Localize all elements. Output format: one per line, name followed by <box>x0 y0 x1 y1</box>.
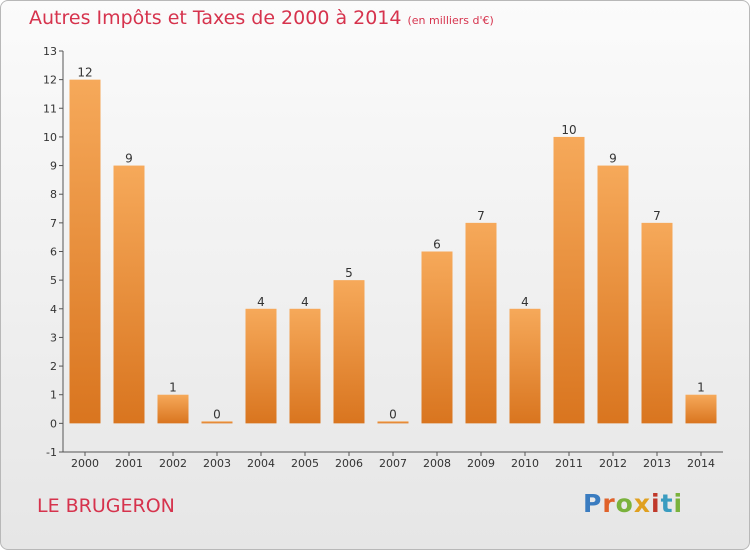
x-tick-label: 2010 <box>511 457 539 470</box>
bar <box>201 421 233 424</box>
y-tick-label: 12 <box>43 74 57 87</box>
bar-value-label: 1 <box>169 381 177 395</box>
logo-letter: x <box>633 489 651 518</box>
bar-value-label: 4 <box>301 295 309 309</box>
x-tick-label: 2004 <box>247 457 275 470</box>
x-tick-label: 2001 <box>115 457 143 470</box>
title-text: Autres Impôts et Taxes de 2000 à 2014 <box>29 7 402 29</box>
y-tick-label: 0 <box>50 417 57 430</box>
logo-letter: i <box>673 489 684 518</box>
x-tick-label: 2012 <box>599 457 627 470</box>
y-tick-label: 6 <box>50 246 57 259</box>
x-tick-label: 2006 <box>335 457 363 470</box>
bar <box>553 136 585 424</box>
logo-letter: i <box>651 489 661 518</box>
y-tick-label: 8 <box>50 188 57 201</box>
logo-letter: P <box>583 489 603 518</box>
bar <box>421 251 453 424</box>
bar <box>597 165 629 424</box>
y-tick-label: 9 <box>50 160 57 173</box>
logo-letter: o <box>615 489 634 518</box>
x-tick-label: 2014 <box>687 457 715 470</box>
bar-value-label: 1 <box>697 381 705 395</box>
bar <box>685 394 717 424</box>
bar <box>377 421 409 424</box>
bar-value-label: 6 <box>433 238 441 252</box>
y-tick-label: -1 <box>46 446 57 459</box>
bar <box>113 165 145 424</box>
title-unit: (en milliers d'€) <box>407 14 494 27</box>
y-tick-label: 13 <box>43 45 57 58</box>
chart-title: Autres Impôts et Taxes de 2000 à 2014 (en… <box>29 7 494 29</box>
x-tick-label: 2011 <box>555 457 583 470</box>
x-tick-label: 2003 <box>203 457 231 470</box>
bar <box>333 280 365 424</box>
y-tick-label: 1 <box>50 389 57 402</box>
bar-value-label: 12 <box>77 66 92 80</box>
bar-value-label: 7 <box>477 209 485 223</box>
y-tick-label: 10 <box>43 131 57 144</box>
bar-value-label: 0 <box>213 407 221 421</box>
y-tick-label: 7 <box>50 217 57 230</box>
commune-name: LE BRUGERON <box>37 495 175 517</box>
bar <box>69 79 101 424</box>
y-tick-label: 2 <box>50 360 57 373</box>
x-tick-label: 2000 <box>71 457 99 470</box>
bar <box>157 394 189 424</box>
bar-value-label: 7 <box>653 209 661 223</box>
bar-value-label: 0 <box>389 407 397 421</box>
bar <box>289 308 321 424</box>
bar-value-label: 10 <box>561 123 576 137</box>
x-tick-label: 2009 <box>467 457 495 470</box>
proxiti-logo: Proxiti <box>583 489 683 518</box>
bar-value-label: 9 <box>125 152 133 166</box>
logo-letter: t <box>660 489 674 518</box>
x-tick-label: 2013 <box>643 457 671 470</box>
bar <box>465 222 497 424</box>
x-tick-label: 2005 <box>291 457 319 470</box>
bar <box>509 308 541 424</box>
y-tick-label: 4 <box>50 303 57 316</box>
y-tick-label: 3 <box>50 331 57 344</box>
x-tick-label: 2007 <box>379 457 407 470</box>
x-tick-label: 2008 <box>423 457 451 470</box>
bar-value-label: 5 <box>345 266 353 280</box>
bar <box>245 308 277 424</box>
bar-value-label: 9 <box>609 152 617 166</box>
bar <box>641 222 673 424</box>
x-tick-label: 2002 <box>159 457 187 470</box>
bar-value-label: 4 <box>257 295 265 309</box>
bar-value-label: 4 <box>521 295 529 309</box>
logo-letter: r <box>602 489 616 518</box>
y-tick-label: 11 <box>43 102 57 115</box>
y-tick-label: 5 <box>50 274 57 287</box>
